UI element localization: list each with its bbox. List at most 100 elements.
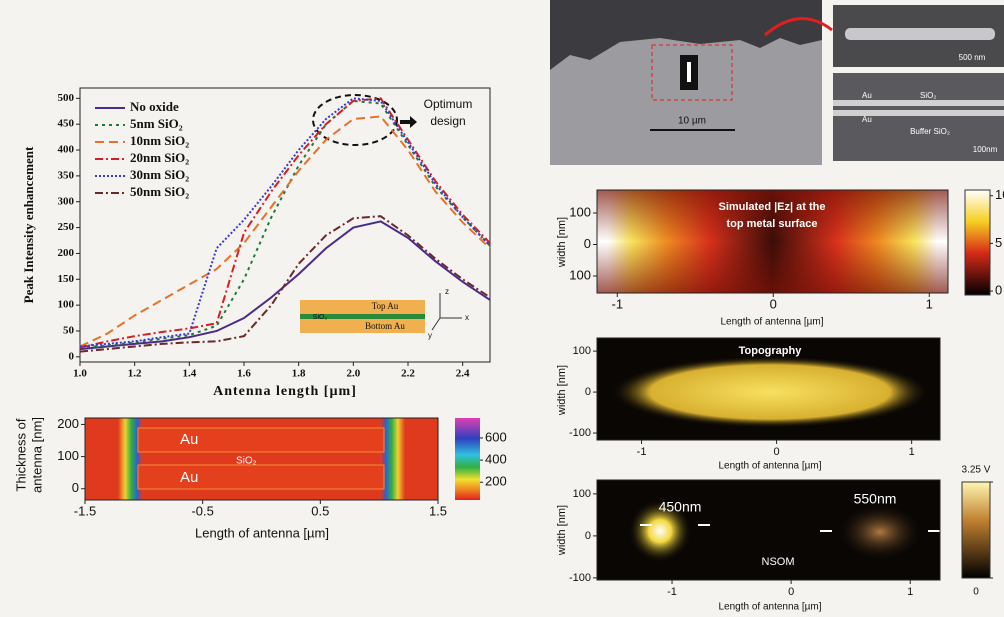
sem-antenna: [845, 28, 995, 40]
y-tick-label: 400: [58, 144, 75, 156]
y-tick-label: 100: [573, 345, 591, 357]
panel-title: top metal surface: [726, 218, 817, 230]
x-axis-label: Length of antenna [µm]: [718, 602, 821, 613]
layer-label: Buffer SiO₂: [910, 127, 950, 136]
inset-label: Bottom Au: [365, 321, 405, 331]
y-tick-label: -100: [569, 427, 591, 439]
x-tick-label: -1.5: [74, 503, 96, 518]
y-tick-label: 150: [58, 273, 75, 285]
region-label: SiO₂: [236, 456, 257, 467]
y-tick-label: 100: [569, 204, 591, 219]
nsom-spot: [835, 502, 925, 562]
layer-label: SiO₂: [920, 91, 936, 100]
x-tick-label: 0: [788, 586, 794, 598]
x-tick-label: 1.5: [429, 503, 447, 518]
x-tick-label: -1: [667, 586, 677, 598]
inset-label: SiO₂: [313, 314, 328, 321]
panel-title: Simulated |Ez| at the: [718, 201, 825, 213]
y-tick-label: 200: [58, 247, 75, 259]
layer: [833, 100, 1004, 106]
y-tick-label: 350: [58, 169, 75, 181]
x-axis-label: Antenna length [µm]: [213, 384, 357, 399]
x-tick-label: 1.2: [128, 368, 142, 380]
y-tick-label: 100: [569, 267, 591, 282]
colorbar-label: 200: [485, 474, 507, 489]
x-tick-label: 1.6: [237, 368, 251, 380]
y-tick-label: 200: [57, 416, 79, 431]
region-label: Au: [180, 469, 198, 486]
y-axis-label: width [nm]: [556, 505, 568, 556]
layer-label: Au: [862, 115, 872, 124]
x-tick-label: 0: [770, 296, 777, 311]
y-tick-label: 0: [585, 530, 591, 542]
inset-axis-label: y: [428, 331, 432, 340]
y-axis-label: antenna [nm]: [29, 417, 44, 493]
inset-label: Top Au: [372, 301, 399, 311]
x-tick-label: -0.5: [191, 503, 213, 518]
y-tick-label: 250: [58, 221, 75, 233]
colorbar-label: 10: [995, 187, 1004, 202]
scale-label: 100nm: [973, 145, 998, 154]
y-tick-label: 0: [585, 386, 591, 398]
legend-label: 5nm SiO₂: [130, 116, 183, 131]
x-axis-label: Length of antenna [µm]: [720, 317, 823, 328]
x-tick-label: 1: [926, 296, 933, 311]
y-tick-label: 100: [58, 299, 75, 311]
colorbar-label: 0: [973, 587, 979, 598]
legend-label: 30nm SiO₂: [130, 167, 189, 182]
y-tick-label: 0: [584, 236, 591, 251]
y-tick-label: 100: [573, 488, 591, 500]
x-tick-label: 2.2: [401, 368, 415, 380]
y-tick-label: 100: [57, 448, 79, 463]
figure: 10 µm 500 nm Au SiO₂ Au Buffer SiO₂ 100n…: [0, 0, 1004, 617]
y-tick-label: 0: [69, 350, 75, 362]
y-tick-label: 0: [72, 480, 79, 495]
au-layer: [138, 428, 384, 452]
inset-axes: [432, 293, 462, 330]
scale-label: 500 nm: [959, 53, 986, 62]
colorbar-label: 400: [485, 452, 507, 467]
legend-label: No oxide: [130, 99, 179, 114]
colorbar-label: 3.25 V: [962, 465, 991, 476]
heatmap-edge: [381, 418, 405, 500]
legend-label: 50nm SiO₂: [130, 184, 189, 199]
y-tick-label: 300: [58, 195, 75, 207]
x-tick-label: 1.8: [292, 368, 306, 380]
y-tick-label: -100: [569, 572, 591, 584]
legend-label: 10nm SiO₂: [130, 133, 189, 148]
inset-layer: [300, 300, 425, 314]
layer-label: Au: [862, 91, 872, 100]
layer: [833, 110, 1004, 116]
panel-title: NSOM: [762, 556, 795, 568]
legend-label: 20nm SiO₂: [130, 150, 189, 165]
y-axis-label: Thickness of: [13, 418, 28, 491]
x-tick-label: 0.5: [311, 503, 329, 518]
y-axis-label: Peak Intensity enhancement: [21, 146, 36, 303]
x-tick-label: 1.0: [73, 368, 87, 380]
y-tick-label: 450: [58, 118, 75, 130]
panel-title: Topography: [739, 345, 803, 357]
au-layer: [138, 465, 384, 489]
y-tick-label: 50: [63, 325, 75, 337]
x-tick-label: 1: [907, 586, 913, 598]
inset-axis-label: z: [445, 287, 449, 296]
colorbar: [965, 190, 990, 295]
region-label: Au: [180, 431, 198, 448]
x-tick-label: 1.4: [182, 368, 196, 380]
x-axis-label: Length of antenna [µm]: [195, 525, 329, 540]
y-axis-label: width [nm]: [556, 365, 568, 416]
y-axis-label: width [nm]: [556, 217, 568, 268]
x-tick-label: -1: [637, 446, 647, 458]
colorbar-label: 5: [995, 235, 1002, 250]
topography-blob: [610, 356, 930, 428]
colorbar-label: 0: [995, 283, 1002, 298]
scale-label: 10 µm: [678, 116, 706, 127]
spot-label: 450nm: [659, 499, 702, 515]
colorbar-label: 600: [485, 429, 507, 444]
annotation: Optimum: [424, 97, 473, 111]
spot-label: 550nm: [854, 491, 897, 507]
optimum-arrow: [400, 116, 417, 128]
sem-marker-bar: [687, 62, 691, 82]
inset-axis-label: x: [465, 313, 469, 322]
inset-layer: [300, 319, 425, 333]
